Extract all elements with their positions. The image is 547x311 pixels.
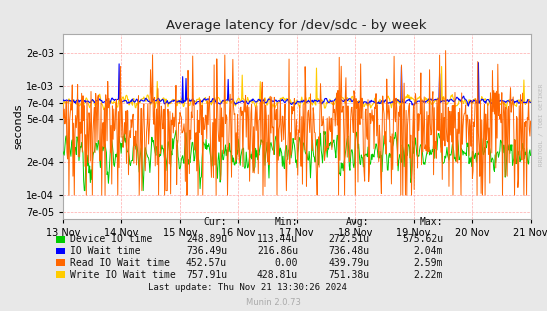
Text: 736.48u: 736.48u (328, 246, 369, 256)
Text: 2.22m: 2.22m (414, 270, 443, 280)
Text: RRDTOOL / TOBI OETIKER: RRDTOOL / TOBI OETIKER (538, 83, 543, 166)
Y-axis label: seconds: seconds (13, 104, 23, 150)
Text: 2.59m: 2.59m (414, 258, 443, 268)
Text: 757.91u: 757.91u (186, 270, 227, 280)
Text: IO Wait time: IO Wait time (70, 246, 141, 256)
Text: 736.49u: 736.49u (186, 246, 227, 256)
Text: 248.89u: 248.89u (186, 234, 227, 244)
Title: Average latency for /dev/sdc - by week: Average latency for /dev/sdc - by week (166, 19, 427, 32)
Text: 452.57u: 452.57u (186, 258, 227, 268)
Text: 216.86u: 216.86u (257, 246, 298, 256)
Text: 751.38u: 751.38u (328, 270, 369, 280)
Text: Munin 2.0.73: Munin 2.0.73 (246, 298, 301, 307)
Text: Max:: Max: (420, 217, 443, 227)
Text: Last update: Thu Nov 21 13:30:26 2024: Last update: Thu Nov 21 13:30:26 2024 (148, 283, 347, 292)
Text: 2.04m: 2.04m (414, 246, 443, 256)
Text: 575.62u: 575.62u (402, 234, 443, 244)
Text: Avg:: Avg: (346, 217, 369, 227)
Text: 439.79u: 439.79u (328, 258, 369, 268)
Text: 428.81u: 428.81u (257, 270, 298, 280)
Text: Write IO Wait time: Write IO Wait time (70, 270, 176, 280)
Text: 272.51u: 272.51u (328, 234, 369, 244)
Text: Min:: Min: (275, 217, 298, 227)
Text: Device IO time: Device IO time (70, 234, 152, 244)
Text: 0.00: 0.00 (275, 258, 298, 268)
Text: 113.44u: 113.44u (257, 234, 298, 244)
Text: Read IO Wait time: Read IO Wait time (70, 258, 170, 268)
Text: Cur:: Cur: (203, 217, 227, 227)
